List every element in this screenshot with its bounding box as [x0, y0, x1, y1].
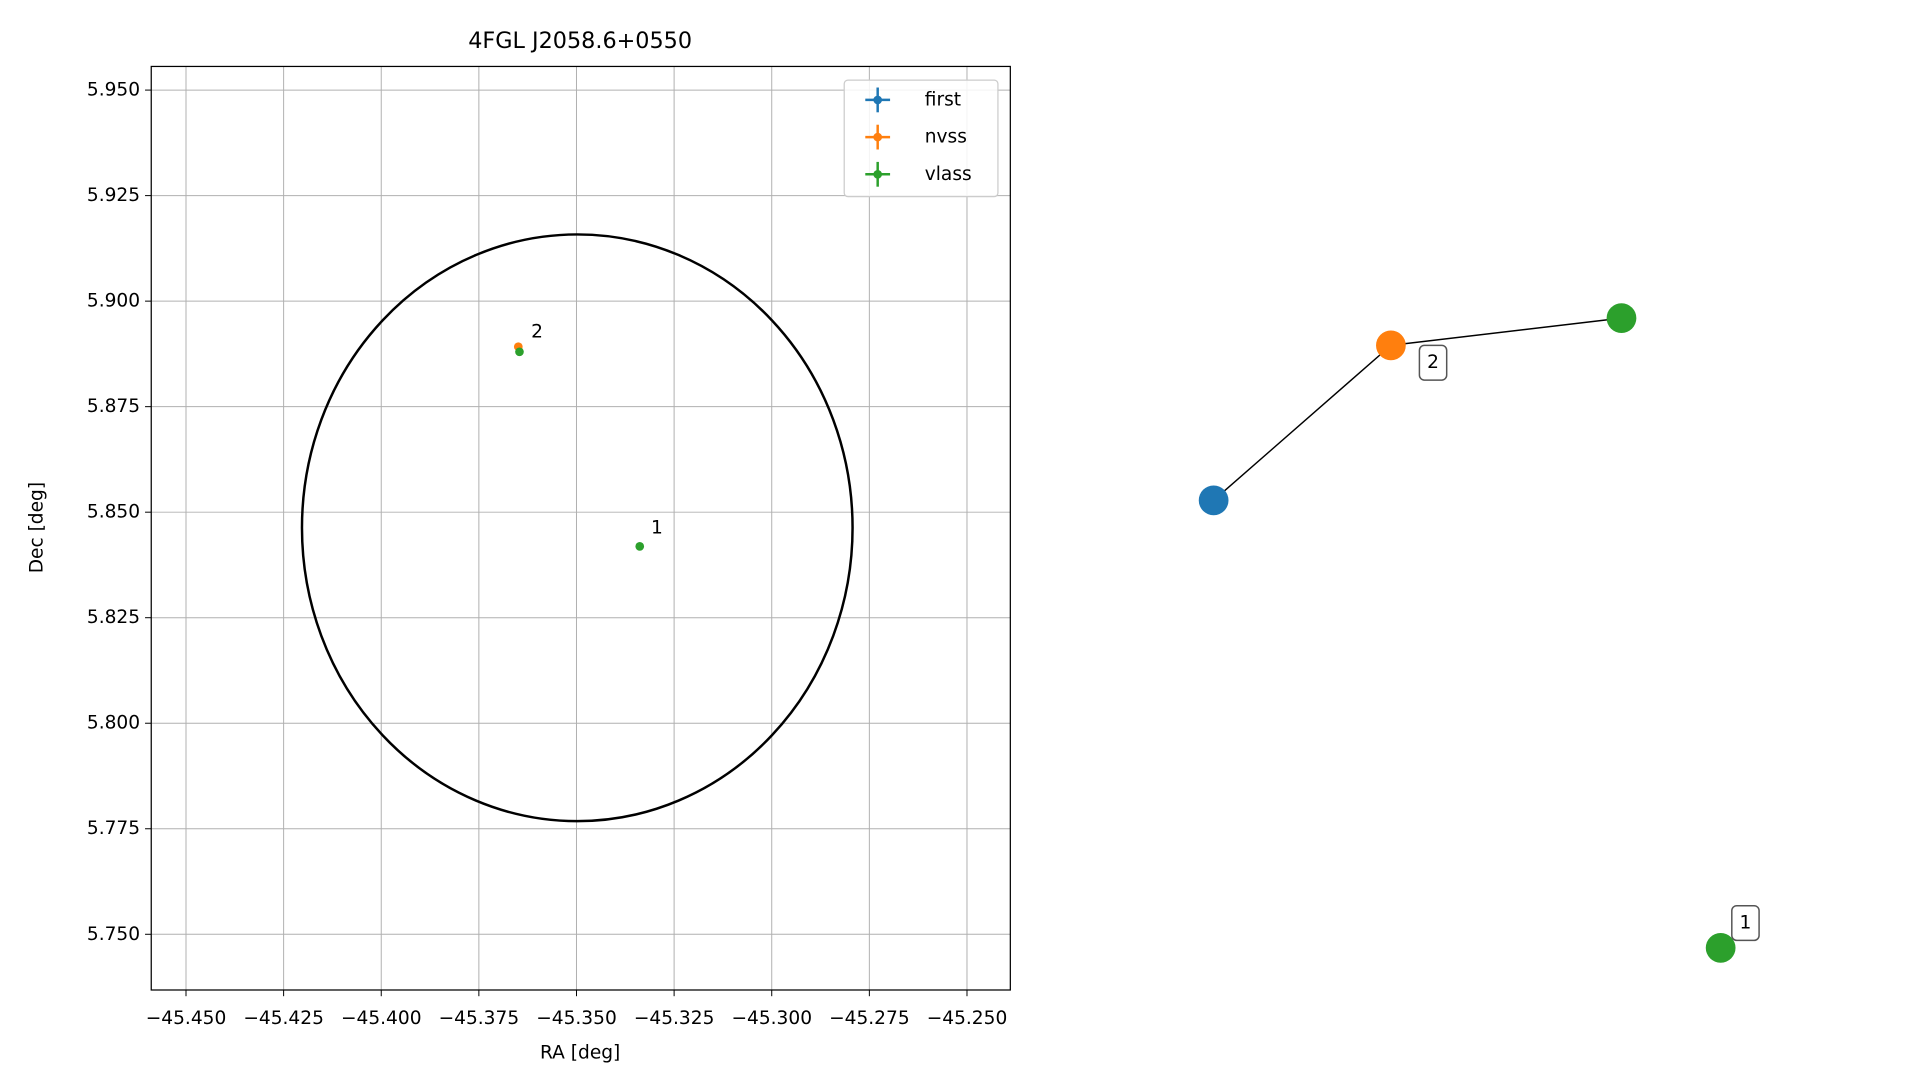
x-tick-label: −45.350 [536, 1008, 617, 1029]
node-label-box [1731, 904, 1760, 942]
legend-label: first [925, 89, 961, 110]
x-tick-label: −45.375 [439, 1008, 520, 1029]
x-tick-label: −45.250 [927, 1008, 1008, 1029]
chart-title: 4FGL J2058.6+0550 [468, 28, 692, 54]
x-tick-label: −45.450 [146, 1008, 227, 1029]
legend-label: vlass [925, 164, 972, 185]
x-tick-label: −45.400 [341, 1008, 422, 1029]
legend-marker [865, 87, 891, 113]
y-tick-label: 5.950 [87, 80, 140, 101]
legend-label: nvss [925, 127, 967, 148]
node-label: 1 [1740, 913, 1752, 934]
y-tick-label: 5.900 [87, 291, 140, 312]
edge [1390, 317, 1622, 347]
y-tick-label: 5.750 [87, 924, 140, 945]
node-label-box [1418, 344, 1448, 381]
legend-marker [865, 124, 891, 150]
legend-dot [873, 95, 883, 105]
legend-box [843, 79, 999, 198]
plot-frame [150, 65, 1011, 991]
y-axis-label: Dec [deg] [27, 482, 48, 573]
node [1198, 485, 1229, 516]
error-ellipse [300, 233, 854, 823]
node [1376, 330, 1406, 361]
y-tick-label: 5.850 [87, 502, 140, 523]
legend-dot [873, 169, 883, 179]
node-label: 2 [1427, 352, 1439, 373]
annotation: 1 [651, 517, 663, 538]
legend-marker [865, 161, 891, 187]
point [635, 542, 645, 551]
y-tick-label: 5.800 [87, 713, 140, 734]
node [1705, 932, 1736, 963]
y-tick-label: 5.875 [87, 396, 140, 417]
x-axis-label: RA [deg] [540, 1043, 620, 1064]
y-tick-label: 5.775 [87, 818, 140, 839]
x-tick-label: −45.425 [243, 1008, 324, 1029]
x-tick-label: −45.325 [634, 1008, 715, 1029]
x-tick-label: −45.300 [731, 1008, 812, 1029]
y-tick-label: 5.925 [87, 185, 140, 206]
x-tick-label: −45.275 [829, 1008, 910, 1029]
y-tick-label: 5.825 [87, 607, 140, 628]
node [1606, 303, 1637, 333]
edge [1213, 344, 1392, 501]
annotation: 2 [531, 321, 543, 342]
point [515, 347, 524, 357]
legend-dot [873, 132, 883, 142]
